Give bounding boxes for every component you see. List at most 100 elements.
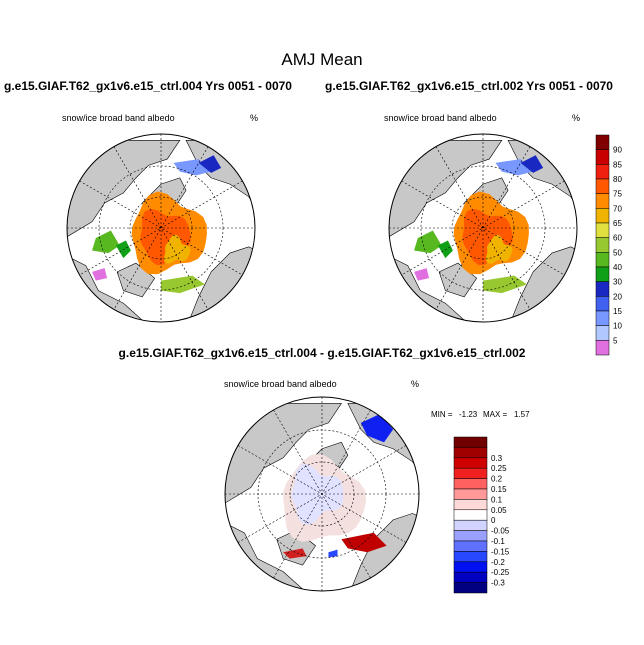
ice-albedo-70: [485, 234, 513, 264]
max-label: MAX =: [483, 410, 508, 419]
page-title: AMJ Mean: [281, 50, 363, 69]
max-value: 1.57: [514, 410, 530, 419]
difference-colorbar-tick-label: -0.1: [491, 537, 505, 546]
variable-label-right: snow/ice broad band albedo: [384, 113, 497, 123]
variable-label-diff: snow/ice broad band albedo: [224, 379, 337, 389]
difference-colorbar-swatch: [453, 478, 488, 490]
albedo-colorbar-swatch: [595, 164, 610, 180]
albedo-colorbar-swatch: [595, 178, 610, 194]
albedo-colorbar-tick-label: 40: [613, 263, 622, 272]
meridian-line: [401, 180, 565, 276]
ice-albedo-60: [161, 275, 205, 294]
ice-albedo-30: [520, 155, 544, 173]
difference-colorbar-tick-label: 0.2: [491, 475, 503, 484]
albedo-colorbar-tick-label: 15: [613, 307, 622, 316]
albedo-colorbar-swatch: [595, 134, 610, 150]
map-border: [388, 133, 578, 323]
albedo-colorbar: 5 10 15 20 30 40 50 60 65 70 75 80 85 90: [595, 134, 622, 356]
difference-colorbar-tick-label: 0.3: [491, 454, 503, 463]
min-value: -1.23: [459, 410, 478, 419]
difference-title: g.e15.GIAF.T62_gx1v6.e15_ctrl.004 - g.e1…: [118, 346, 526, 360]
ice-albedo-80: [462, 208, 513, 266]
difference-colorbar-tick-label: -0.25: [491, 568, 510, 577]
difference-colorbar-swatch: [453, 561, 488, 573]
diff-positive-hudson: [341, 532, 387, 553]
albedo-colorbar-swatch: [595, 340, 610, 356]
difference-colorbar-tick-label: -0.2: [491, 558, 505, 567]
albedo-colorbar-swatch: [595, 222, 610, 238]
ice-albedo-30: [198, 155, 222, 173]
albedo-colorbar-tick-label: 75: [613, 190, 622, 199]
difference-colorbar-swatch: [453, 530, 488, 542]
difference-colorbar-swatch: [453, 499, 488, 511]
difference-colorbar-tick-label: 0.1: [491, 495, 503, 504]
ice-albedo-5: [92, 268, 108, 281]
albedo-colorbar-swatch: [595, 252, 610, 268]
ice-albedo-50: [92, 230, 120, 254]
difference-colorbar-swatch: [453, 551, 488, 563]
ice-albedo-40: [437, 240, 453, 259]
difference-colorbar-swatch: [453, 582, 488, 594]
albedo-colorbar-tick-label: 65: [613, 219, 622, 228]
difference-colorbar-tick-label: 0.05: [491, 506, 507, 515]
units-label-right: %: [572, 113, 581, 123]
ice-albedo-60: [483, 275, 527, 294]
albedo-colorbar-tick-label: 90: [613, 146, 622, 155]
difference-colorbar-tick-label: -0.15: [491, 547, 510, 556]
albedo-colorbar-swatch: [595, 266, 610, 282]
units-label-diff: %: [411, 379, 420, 389]
ice-albedo-5: [414, 268, 430, 281]
difference-colorbar-tick-label: 0.25: [491, 464, 507, 473]
albedo-colorbar-tick-label: 60: [613, 234, 622, 243]
albedo-polar-map: [388, 133, 578, 323]
meridian-line: [79, 180, 243, 276]
ice-albedo-80: [140, 208, 191, 266]
difference-colorbar-swatch: [453, 467, 488, 479]
difference-colorbar-swatch: [453, 488, 488, 500]
difference-colorbar-tick-label: 0: [491, 516, 496, 525]
case-title-left: g.e15.GIAF.T62_gx1v6.e15_ctrl.004 Yrs 00…: [4, 79, 292, 93]
min-label: MIN =: [431, 410, 453, 419]
difference-colorbar-swatch: [453, 571, 488, 583]
difference-colorbar-swatch: [453, 509, 488, 521]
diff-negative-patch: [328, 549, 338, 558]
difference-colorbar: -0.3-0.25-0.2-0.15-0.1-0.0500.050.10.150…: [453, 436, 510, 594]
diff-positive-labrador: [283, 548, 307, 559]
albedo-colorbar-tick-label: 10: [613, 322, 622, 331]
difference-colorbar-swatch: [453, 447, 488, 459]
meridian-line: [237, 445, 407, 543]
units-label-left: %: [250, 113, 259, 123]
map-border: [224, 396, 420, 592]
albedo-colorbar-tick-label: 50: [613, 248, 622, 257]
albedo-polar-map: [66, 133, 256, 323]
ice-albedo-70: [163, 234, 191, 264]
difference-colorbar-swatch: [453, 519, 488, 531]
albedo-colorbar-tick-label: 70: [613, 204, 622, 213]
albedo-colorbar-tick-label: 85: [613, 160, 622, 169]
albedo-colorbar-tick-label: 80: [613, 175, 622, 184]
difference-colorbar-swatch: [453, 540, 488, 552]
albedo-colorbar-swatch: [595, 193, 610, 209]
albedo-colorbar-swatch: [595, 325, 610, 341]
case-title-right: g.e15.GIAF.T62_gx1v6.e15_ctrl.002 Yrs 00…: [325, 79, 613, 93]
difference-colorbar-tick-label: -0.3: [491, 579, 505, 588]
albedo-colorbar-swatch: [595, 281, 610, 297]
variable-label-left: snow/ice broad band albedo: [62, 113, 175, 123]
albedo-colorbar-tick-label: 30: [613, 278, 622, 287]
albedo-colorbar-swatch: [595, 149, 610, 165]
map-border: [66, 133, 256, 323]
albedo-colorbar-tick-label: 5: [613, 336, 618, 345]
ice-albedo-50: [414, 230, 442, 254]
difference-colorbar-tick-label: 0.15: [491, 485, 507, 494]
ice-albedo-40: [115, 240, 131, 259]
albedo-colorbar-tick-label: 20: [613, 292, 622, 301]
albedo-colorbar-swatch: [595, 237, 610, 253]
albedo-colorbar-swatch: [595, 208, 610, 224]
difference-polar-map: [224, 396, 420, 592]
albedo-colorbar-swatch: [595, 310, 610, 326]
difference-colorbar-swatch: [453, 457, 488, 469]
difference-colorbar-tick-label: -0.05: [491, 527, 510, 536]
albedo-colorbar-swatch: [595, 296, 610, 312]
difference-colorbar-swatch: [453, 436, 488, 448]
